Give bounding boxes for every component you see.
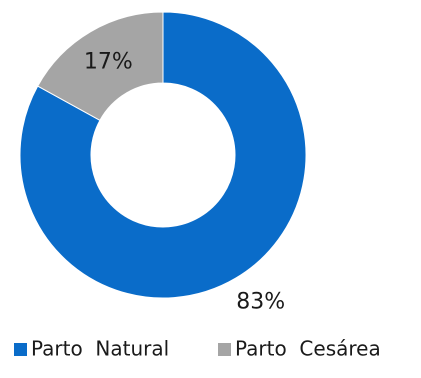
chart-legend: Parto Natural Parto Cesárea (14, 337, 381, 361)
donut-slice-labels: 83% 17% (84, 50, 285, 315)
slice-label-parto-cesarea: 17% (84, 50, 133, 75)
legend-label: Parto Natural (31, 337, 169, 361)
legend-swatch (218, 343, 231, 356)
legend-item-parto-natural: Parto Natural (14, 337, 169, 361)
donut-slice-parto-natural (19, 11, 307, 299)
legend-swatch (14, 343, 27, 356)
donut-slices (19, 11, 307, 299)
donut-slice-parto-cesarea (37, 11, 164, 121)
legend-item-parto-cesarea: Parto Cesárea (218, 337, 381, 361)
legend-label: Parto Cesárea (235, 337, 381, 361)
slice-label-parto-natural: 83% (236, 290, 285, 315)
